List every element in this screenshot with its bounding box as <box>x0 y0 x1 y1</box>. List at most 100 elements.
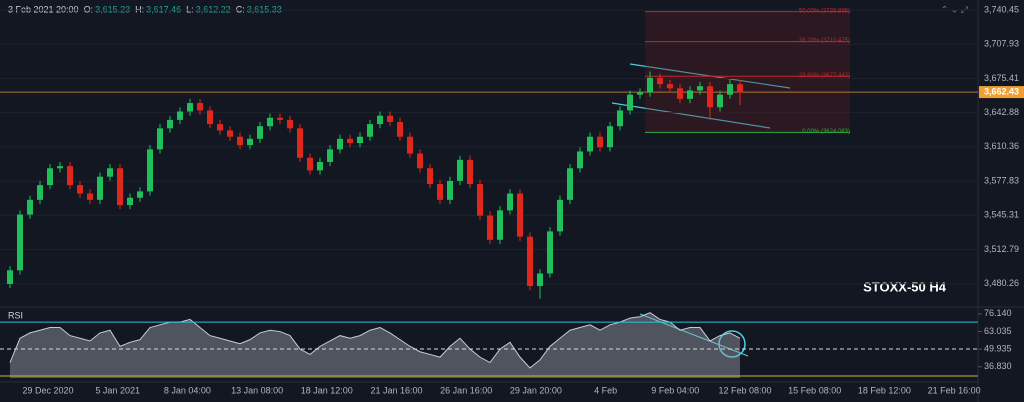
candle-body <box>227 130 233 137</box>
candle-body <box>117 168 123 206</box>
last-price-label: 3,662.43 <box>984 86 1019 96</box>
pane-controls[interactable]: ⌃ ⌄ ⤢ <box>941 4 968 14</box>
header: 3 Feb 2021 20:00 O: 3,615.23 H: 3,617.46 L: 3,… <box>8 4 282 14</box>
candle-body <box>157 128 163 150</box>
header-label: O: <box>84 4 94 14</box>
candle-body <box>647 77 653 93</box>
fib-label: 0.00% (3624.083) <box>802 129 850 135</box>
y-tick-label: 3,740.45 <box>984 4 1019 14</box>
candle-body <box>467 159 473 185</box>
candle-body <box>17 214 23 271</box>
candle-body <box>377 115 383 125</box>
rsi-tick-label: 36.830 <box>984 361 1012 371</box>
x-tick-label: 12 Feb 08:00 <box>718 385 771 395</box>
header-value: 3,615.33 <box>247 4 282 14</box>
x-tick-label: 9 Feb 04:00 <box>651 385 699 395</box>
candle-body <box>337 138 343 150</box>
candle-body <box>617 110 623 127</box>
x-tick-label: 15 Feb 08:00 <box>788 385 841 395</box>
x-tick-label: 18 Feb 12:00 <box>858 385 911 395</box>
x-tick-label: 8 Jan 04:00 <box>164 385 211 395</box>
y-tick-label: 3,707.93 <box>984 39 1019 49</box>
y-tick-label: 3,545.31 <box>984 210 1019 220</box>
candle-body <box>607 126 613 148</box>
candle-body <box>417 153 423 169</box>
candle-body <box>697 86 703 91</box>
candle-body <box>267 117 273 127</box>
candle-body <box>427 168 433 185</box>
x-tick-label: 5 Jan 2021 <box>95 385 140 395</box>
fib-label: 38.20% (3710.475) <box>799 38 850 44</box>
candle-body <box>197 103 203 111</box>
candle-body <box>87 193 93 200</box>
candle-body <box>167 119 173 129</box>
candle-body <box>177 111 183 120</box>
annotation: STOXX-50 H4 <box>863 279 947 294</box>
candle-body <box>217 124 223 131</box>
header-date: 3 Feb 2021 20:00 <box>8 4 79 14</box>
x-tick-label: 21 Feb 16:00 <box>928 385 981 395</box>
candle-body <box>357 136 363 144</box>
candle-body <box>297 128 303 158</box>
candle-body <box>127 197 133 206</box>
candle-body <box>57 166 63 169</box>
candle-body <box>487 215 493 240</box>
candle-body <box>667 84 673 89</box>
candle-body <box>457 159 463 181</box>
candle-body <box>637 92 643 95</box>
candle-body <box>537 273 543 287</box>
candle-body <box>477 184 483 216</box>
candle-body <box>27 199 33 215</box>
candle-body <box>247 138 253 146</box>
candle-body <box>567 168 573 200</box>
candle-body <box>107 168 113 177</box>
x-tick-label: 4 Feb <box>594 385 617 395</box>
y-tick-label: 3,512.79 <box>984 244 1019 254</box>
header-label: H: <box>135 4 144 14</box>
candle-body <box>727 84 733 95</box>
rsi-tick-label: 63.035 <box>984 326 1012 336</box>
candle-body <box>707 86 713 108</box>
candle-body <box>497 210 503 240</box>
rsi-highlight <box>718 330 746 358</box>
header-value: 3,617.46 <box>146 4 181 14</box>
candle-body <box>327 149 333 162</box>
candle-body <box>47 168 53 186</box>
candle-body <box>507 193 513 211</box>
candle-body <box>317 161 323 171</box>
candle-body <box>447 180 453 200</box>
candle-body <box>7 270 13 284</box>
candle-body <box>527 236 533 287</box>
candle-body <box>277 117 283 120</box>
candle-body <box>207 110 213 125</box>
candle-body <box>557 199 563 232</box>
candle-body <box>577 151 583 169</box>
candle-body <box>547 231 553 274</box>
candle-body <box>407 136 413 154</box>
x-tick-label: 29 Dec 2020 <box>22 385 73 395</box>
candle-body <box>37 185 43 200</box>
header-label: C: <box>236 4 245 14</box>
y-tick-label: 3,642.88 <box>984 107 1019 117</box>
x-tick-label: 21 Jan 16:00 <box>370 385 422 395</box>
candle-body <box>257 126 263 139</box>
candle-body <box>627 94 633 111</box>
candle-body <box>517 193 523 237</box>
y-tick-label: 3,610.36 <box>984 141 1019 151</box>
candle-body <box>367 124 373 137</box>
x-tick-label: 18 Jan 12:00 <box>301 385 353 395</box>
candle-body <box>187 103 193 112</box>
candle-body <box>77 185 83 194</box>
rsi-title: RSI <box>8 310 23 320</box>
candle-body <box>307 157 313 171</box>
candle-body <box>147 149 153 192</box>
rsi-tick-label: 49.935 <box>984 344 1012 354</box>
candle-body <box>397 122 403 137</box>
candle-body <box>717 94 723 108</box>
candle-body <box>737 84 743 93</box>
candle-body <box>137 191 143 198</box>
x-tick-label: 26 Jan 16:00 <box>440 385 492 395</box>
fib-label: 23.60% (3677.442) <box>799 73 850 79</box>
rsi-area <box>10 312 740 378</box>
